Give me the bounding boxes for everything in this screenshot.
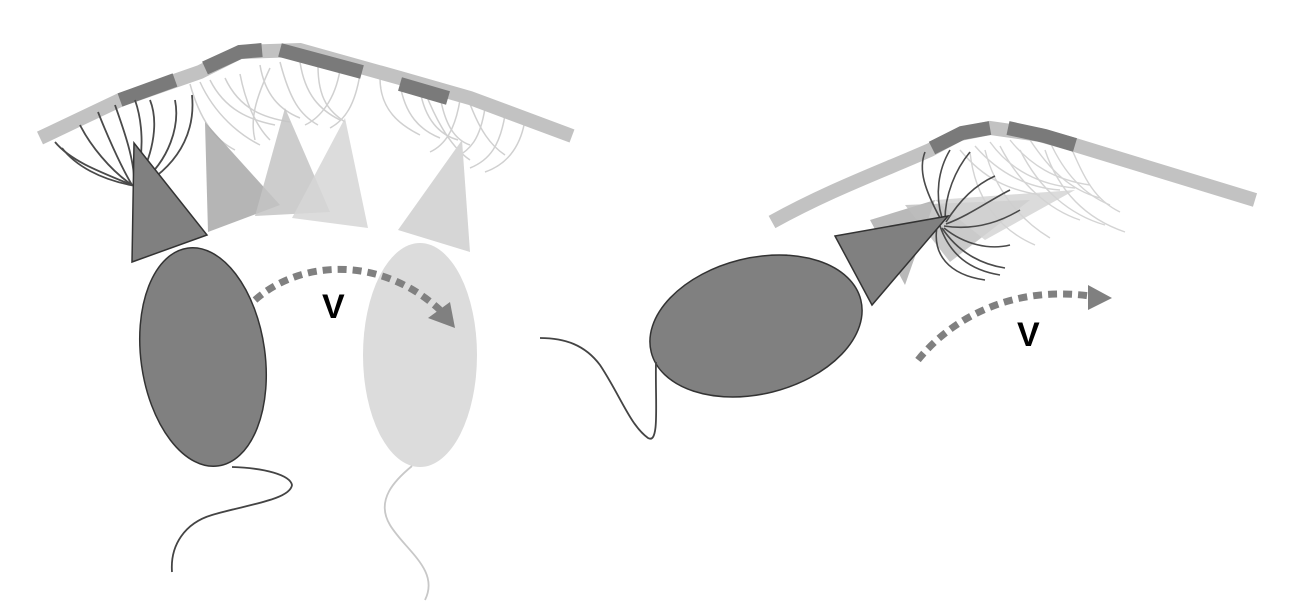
- ghost-cell-tail: [383, 465, 430, 601]
- left-ghost-cell: [363, 243, 477, 601]
- right-arrow-head: [1088, 285, 1112, 310]
- ghost-pole-3: [292, 118, 368, 228]
- right-pili: [921, 149, 1021, 281]
- right-cell-pole: [833, 214, 950, 307]
- right-cell-body: [649, 254, 863, 398]
- right-panel: V: [539, 120, 1258, 440]
- left-velocity-arrow: V: [252, 265, 455, 328]
- right-membrane-dark-2: [1006, 121, 1078, 152]
- left-membrane-dark-4: [398, 77, 450, 105]
- left-membrane-dark-3: [278, 43, 364, 79]
- left-arrow-shaft: [252, 265, 443, 313]
- right-velocity-label: V: [1017, 316, 1040, 354]
- right-arrow-shaft: [915, 290, 1091, 363]
- right-cell-tail: [539, 337, 658, 440]
- right-membrane-dark-1: [928, 121, 992, 155]
- left-panel: V: [36, 42, 575, 601]
- left-membrane-dark-2: [202, 43, 263, 75]
- left-ghost-poles: [205, 108, 470, 252]
- left-cell-pole: [131, 140, 209, 264]
- left-cell: [131, 140, 293, 573]
- left-ghost-filaments: [189, 61, 526, 173]
- ghost-cell-body: [363, 243, 477, 467]
- right-cell: [539, 214, 950, 440]
- left-velocity-label: V: [322, 288, 345, 326]
- left-arrow-head: [428, 302, 455, 328]
- right-membrane: [768, 120, 1258, 229]
- left-cell-body: [138, 246, 268, 468]
- left-membrane: [36, 42, 575, 145]
- left-cell-tail: [171, 466, 293, 573]
- left-membrane-dark-1: [117, 73, 178, 107]
- ghost-pole-4: [398, 140, 470, 252]
- right-velocity-arrow: V: [915, 285, 1112, 363]
- left-pili: [54, 94, 194, 187]
